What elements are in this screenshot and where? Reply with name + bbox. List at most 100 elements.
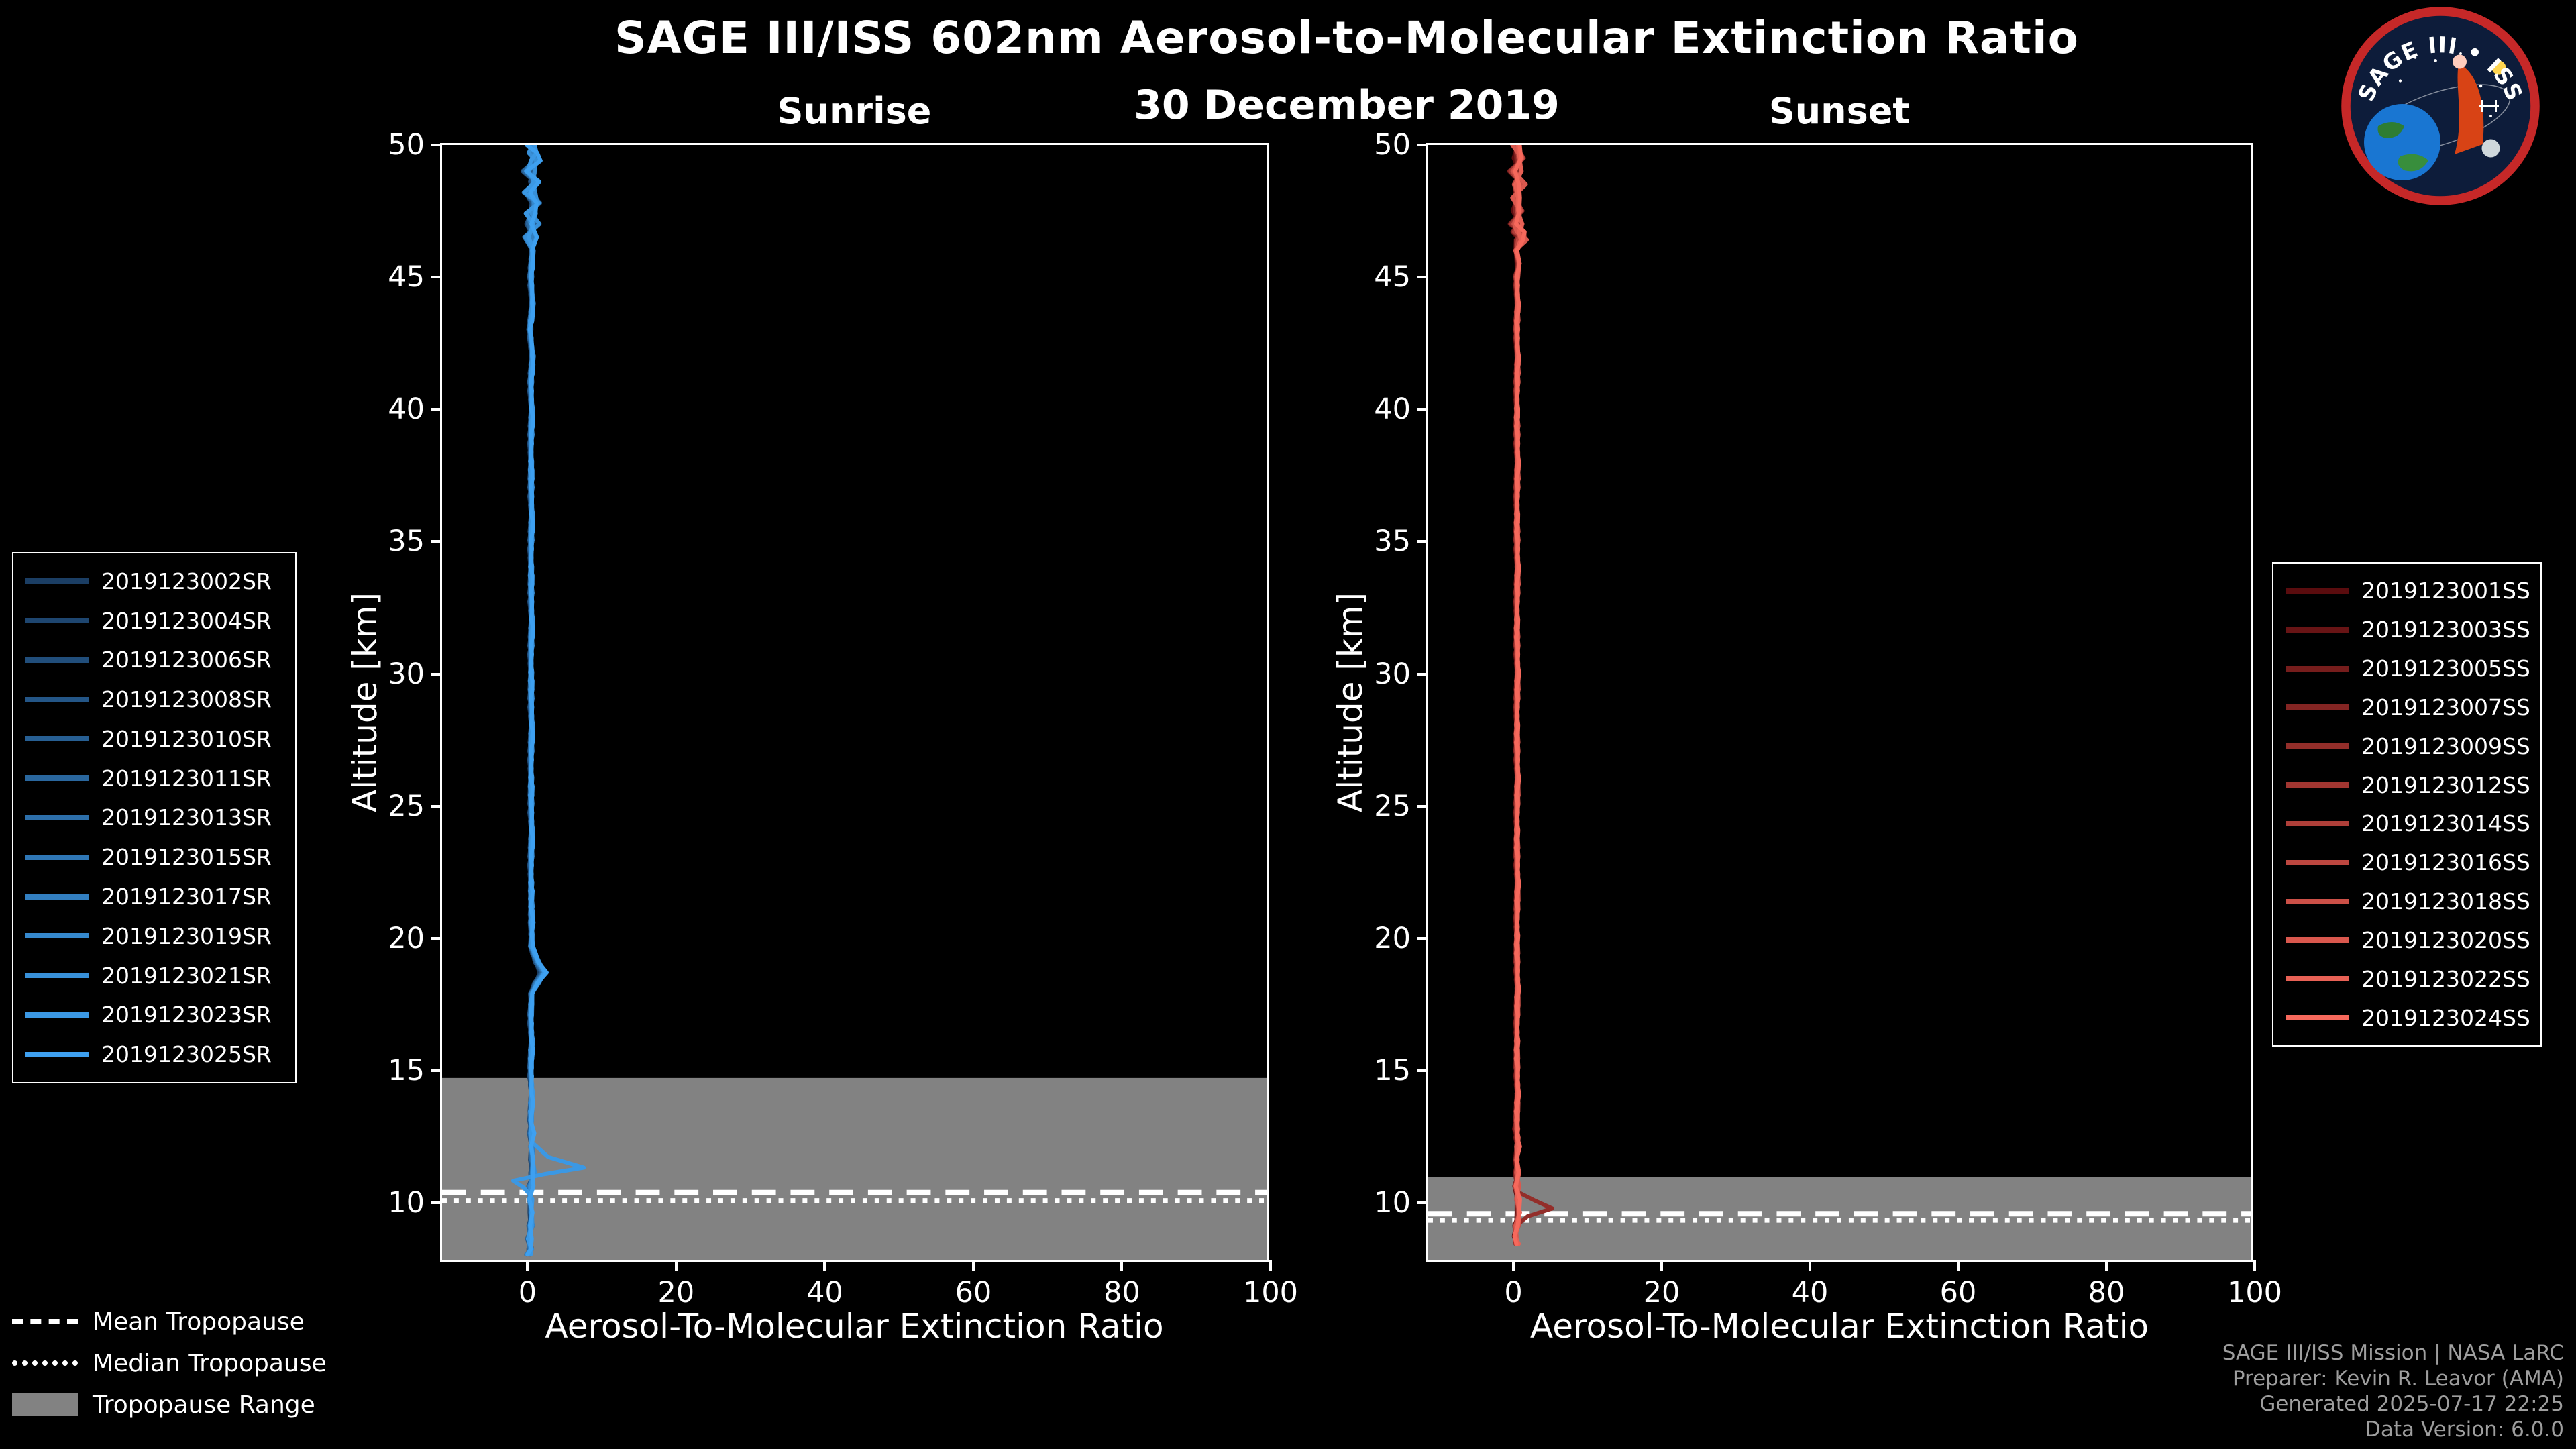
y-tick-mark [1417,540,1428,543]
legend-line-swatch [25,618,89,624]
sunset-event-legend: 2019123001SS 2019123003SS 2019123005SS 2019… [2272,562,2542,1046]
y-tick-mark [1417,936,1428,940]
y-tick-mark [431,1069,442,1073]
legend-line-swatch [2286,665,2349,672]
logo-moon [2481,139,2500,158]
legend-line-swatch [25,578,89,584]
legend-line-swatch [25,696,89,702]
legend-label: 2019123011SR [101,765,272,792]
dotted-line-swatch [12,1360,78,1366]
legend-line-swatch [25,814,89,820]
legend-label: 2019123023SR [101,1002,272,1028]
legend-line-swatch [2286,937,2349,943]
legend-line-swatch [2286,588,2349,594]
legend-item: 2019123025SR [25,1035,283,1073]
legend-label: 2019123009SS [2361,733,2530,759]
x-tick-mark [1120,1260,1124,1271]
footer-data-version-line: Data Version: 6.0.0 [2364,1417,2564,1442]
x-tick-label: 60 [1939,1276,1977,1309]
x-tick-mark [1512,1260,1515,1271]
sunrise-plot-svg [442,145,1267,1260]
legend-item: 2019123003SS [2286,610,2530,649]
tropopause-legend: Mean Tropopause Median Tropopause Tropop… [12,1308,327,1419]
legend-line-swatch [2286,782,2349,788]
y-tick-label: 30 [1374,657,1411,691]
y-tick-mark [431,804,442,808]
legend-item: 2019123002SR [25,562,283,600]
legend-line-swatch [2286,859,2349,865]
y-tick-label: 10 [388,1186,425,1220]
event-profile-line [524,145,549,1257]
legend-label: 2019123010SR [101,725,272,752]
y-tick-mark [1417,144,1428,146]
legend-item: 2019123014SS [2286,804,2530,843]
legend-item: 2019123020SS [2286,921,2530,959]
legend-label: 2019123024SS [2361,1004,2530,1031]
y-tick-mark [431,276,442,279]
y-tick-mark [1417,1201,1428,1205]
legend-line-swatch [25,657,89,663]
logo-earth [2364,104,2440,180]
y-tick-label: 50 [1374,128,1411,162]
x-tick-mark [526,1260,529,1271]
footer-mission-line: SAGE III/ISS Mission | NASA LaRC [2222,1341,2564,1365]
y-tick-mark [1417,1069,1428,1073]
x-tick-label: 80 [1104,1276,1140,1309]
dashed-line-swatch [12,1319,78,1324]
y-tick-mark [431,144,442,146]
x-tick-mark [823,1260,826,1271]
figure-date-subtitle: 30 December 2019 [1134,82,1560,129]
legend-label: 2019123008SR [101,686,272,713]
legend-line-swatch [25,736,89,742]
sunset-y-axis-label: Altitude [km] [1331,592,1370,812]
legend-label: 2019123022SS [2361,965,2530,992]
legend-label: 2019123003SS [2361,616,2530,643]
x-tick-label: 0 [518,1276,537,1309]
y-tick-label: 20 [388,921,425,955]
legend-line-swatch [2286,743,2349,749]
footer-generated-line: Generated 2025-07-17 22:25 [2259,1392,2564,1416]
legend-item: 2019123010SR [25,720,283,758]
sunset-plot-area: 0 20 40 60 80 100 10 15 20 25 30 35 40 45 50 [1374,128,2282,1309]
tropopause-range-legend-item: Tropopause Range [12,1391,327,1419]
legend-line-swatch [25,973,89,979]
figure-title: SAGE III/ISS 602nm Aerosol-to-Molecular … [614,12,2079,64]
legend-item: 2019123015SR [25,838,283,876]
legend-label: 2019123005SS [2361,655,2530,682]
x-tick-label: 0 [1504,1276,1523,1309]
legend-label: 2019123017SR [101,883,272,910]
gray-band-swatch [12,1393,78,1416]
x-tick-mark [971,1260,975,1271]
sunset-panel-title: Sunset [1768,90,1911,132]
y-tick-label: 45 [1374,260,1411,294]
y-tick-label: 10 [1374,1186,1411,1220]
sunrise-plot-area: 0 20 40 60 80 100 10 15 20 25 30 35 40 45 50 [388,128,1298,1309]
sunset-x-axis-label: Aerosol-To-Molecular Extinction Ratio [1529,1307,2149,1346]
legend-label: 2019123016SS [2361,849,2530,876]
legend-item: 2019123018SS [2286,882,2530,920]
y-tick-mark [431,672,442,676]
legend-item: 2019123011SR [25,759,283,798]
sunrise-panel-title: Sunrise [777,90,932,132]
legend-item: 2019123013SR [25,798,283,837]
median-tropopause-label: Median Tropopause [93,1349,327,1377]
y-tick-mark [1417,672,1428,676]
y-tick-label: 20 [1374,921,1411,955]
x-tick-mark [1809,1260,1812,1271]
y-tick-label: 40 [1374,392,1411,427]
legend-label: 2019123001SS [2361,578,2530,604]
x-tick-mark [1269,1260,1272,1271]
sunrise-event-legend: 2019123002SR 2019123004SR 2019123006SR 2019… [12,552,297,1083]
legend-item: 2019123006SR [25,641,283,679]
x-tick-label: 100 [1242,1276,1299,1309]
footer-credits: SAGE III/ISS Mission | NASA LaRC Prepare… [2222,1340,2564,1442]
x-tick-label: 100 [2226,1276,2283,1309]
sunrise-x-axis-label: Aerosol-To-Molecular Extinction Ratio [545,1307,1164,1346]
y-tick-label: 40 [388,392,425,427]
legend-item: 2019123022SS [2286,960,2530,998]
y-tick-label: 15 [388,1054,425,1088]
legend-line-swatch [25,933,89,939]
legend-label: 2019123020SS [2361,926,2530,953]
legend-label: 2019123018SS [2361,888,2530,915]
y-tick-label: 30 [388,657,425,691]
